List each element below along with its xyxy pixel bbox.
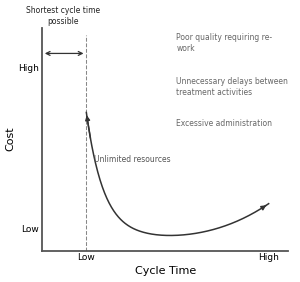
Text: Excessive administration: Excessive administration xyxy=(176,119,272,128)
Text: Poor quality requiring re-
work: Poor quality requiring re- work xyxy=(176,33,272,54)
Text: Unnecessary delays between
treatment activities: Unnecessary delays between treatment act… xyxy=(176,77,288,97)
Text: Unlimited resources: Unlimited resources xyxy=(94,155,170,164)
Y-axis label: Cost: Cost xyxy=(6,127,16,151)
Text: Shortest cycle time
possible: Shortest cycle time possible xyxy=(26,6,100,26)
X-axis label: Cycle Time: Cycle Time xyxy=(134,266,196,276)
